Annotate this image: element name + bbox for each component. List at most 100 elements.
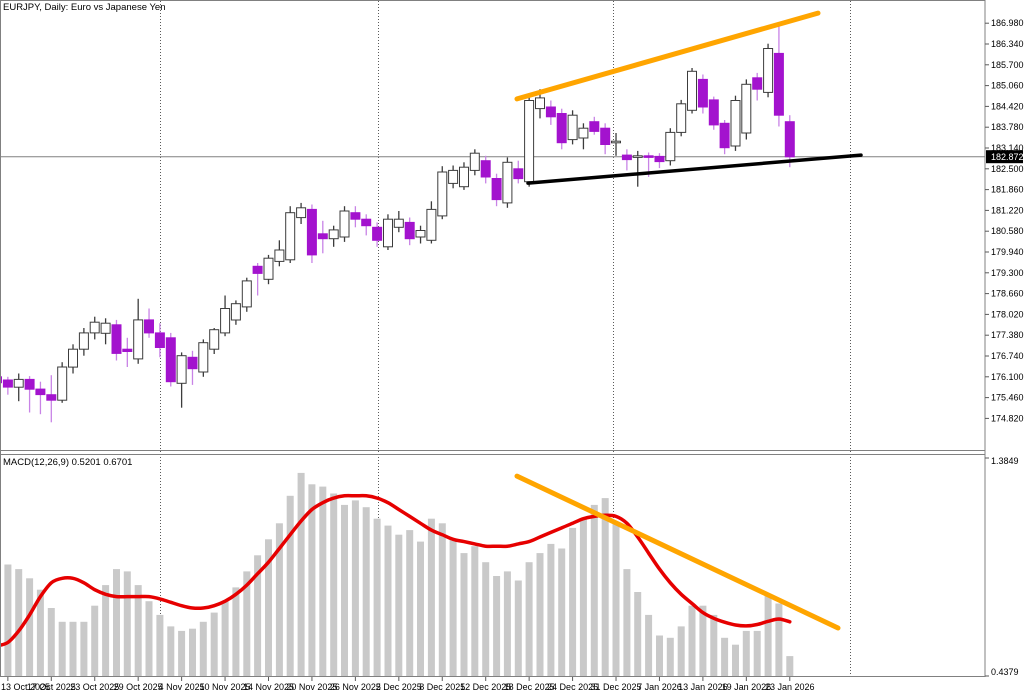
macd-panel[interactable] <box>0 454 985 676</box>
candle-bull <box>459 166 469 188</box>
candle-bull <box>393 218 404 228</box>
macd-histogram-bar <box>232 587 240 676</box>
macd-histogram-bar <box>569 527 577 676</box>
candle-bear <box>621 154 632 161</box>
macd-histogram-bar <box>482 562 490 676</box>
candle-bull <box>383 218 393 248</box>
macd-histogram-bar <box>123 571 131 676</box>
candle-bull <box>502 161 513 204</box>
candle-bull <box>285 212 296 261</box>
price-axis-label: 186.340 <box>991 39 1024 49</box>
macd-histogram-bar <box>525 562 533 676</box>
price-axis-label: 178.020 <box>991 309 1024 319</box>
macd-histogram-bar <box>645 614 653 676</box>
date-axis-label: 18 Dec 2025 <box>504 682 555 692</box>
macd-histogram-bar <box>199 621 207 676</box>
macd-axis-min-label: 0.4379 <box>991 667 1019 677</box>
price-axis-label: 174.820 <box>991 413 1024 423</box>
macd-histogram-bar <box>80 621 88 676</box>
candle-bear <box>589 121 600 132</box>
price-axis-label: 179.300 <box>991 268 1024 278</box>
macd-histogram-bar <box>297 472 305 676</box>
candle-bear <box>144 319 154 334</box>
candle-bull <box>567 114 578 141</box>
candle-bear <box>306 208 317 256</box>
macd-histogram-bar <box>656 635 663 676</box>
macd-histogram-bar <box>677 626 685 676</box>
candle-bull <box>198 342 209 373</box>
date-axis-label: 13 Oct 2025 <box>1 682 50 692</box>
candle-bear <box>697 78 708 108</box>
candle-bear <box>513 168 524 180</box>
macd-histogram-bar <box>460 553 468 676</box>
candle-bear <box>372 226 383 241</box>
candle-bull <box>296 207 307 219</box>
macd-histogram-bar <box>764 594 772 676</box>
macd-histogram-bar <box>417 541 424 676</box>
candle-bear <box>545 106 556 118</box>
candle-bear <box>491 178 502 201</box>
macd-histogram-bar <box>438 523 446 676</box>
date-axis-label: 26 Nov 2025 <box>330 682 381 692</box>
macd-histogram-bar <box>113 569 120 676</box>
macd-histogram-bar <box>26 578 34 676</box>
price-axis[interactable] <box>985 0 1024 677</box>
candle-bear <box>35 388 46 396</box>
candle-bull <box>241 280 252 308</box>
macd-histogram-bar <box>91 605 99 676</box>
price-axis-label: 183.140 <box>991 143 1024 153</box>
resistance-trendline-orange[interactable] <box>514 10 821 102</box>
macd-histogram-bar <box>254 555 262 676</box>
candle-bull <box>263 257 274 280</box>
price-axis-label: 183.780 <box>991 122 1024 132</box>
date-axis-label: 31 Dec 2025 <box>590 682 641 692</box>
price-axis-label: 181.860 <box>991 185 1024 195</box>
macd-histogram-bar <box>471 546 479 676</box>
date-axis-label: 13 Jan 2026 <box>678 682 728 692</box>
candle-bull <box>741 83 752 134</box>
macd-histogram-bar <box>406 530 414 676</box>
candle-bull <box>448 169 459 184</box>
candle-bull <box>133 319 144 360</box>
candle-bear <box>24 378 35 390</box>
macd-histogram-bar <box>167 626 175 676</box>
price-axis-label: 185.700 <box>991 60 1024 70</box>
macd-histogram-bar <box>395 534 403 676</box>
candle-bear <box>773 52 784 116</box>
time-axis[interactable] <box>0 677 1024 695</box>
macd-histogram-bar <box>775 603 783 676</box>
candle-bear <box>708 99 719 126</box>
candle-bear <box>643 155 654 158</box>
macd-histogram-bar <box>493 576 501 676</box>
macd-histogram-bar <box>601 498 609 676</box>
macd-histogram-bar <box>742 630 750 676</box>
candle-bull <box>339 210 350 238</box>
date-axis-label: 29 Oct 2025 <box>114 682 163 692</box>
macd-trendline-orange[interactable] <box>514 473 841 631</box>
candle-bear <box>480 160 491 178</box>
support-trendline-black[interactable] <box>526 153 863 185</box>
candle-bull <box>578 127 589 139</box>
macd-histogram-bar <box>210 612 218 676</box>
price-chart-panel[interactable] <box>0 0 985 450</box>
macd-histogram-bar <box>373 518 381 676</box>
candle-bear <box>654 155 665 163</box>
macd-histogram-bar <box>189 628 196 676</box>
date-axis-label: 17 Oct 2025 <box>27 682 76 692</box>
candle-bear <box>600 127 611 145</box>
price-axis-label: 175.460 <box>991 393 1024 403</box>
price-axis-label: 180.580 <box>991 226 1024 236</box>
macd-histogram-bar <box>319 486 327 676</box>
date-axis-label: 2 Dec 2025 <box>376 682 422 692</box>
date-axis-label: 4 Nov 2025 <box>159 682 205 692</box>
candle-bear <box>317 233 328 240</box>
candle-bear <box>752 77 763 90</box>
date-axis-label: 23 Oct 2025 <box>70 682 119 692</box>
macd-histogram-bar <box>145 601 153 676</box>
candle-bull <box>730 100 741 147</box>
candle-bear <box>122 348 133 353</box>
candle-bull <box>611 140 621 144</box>
price-axis-label: 182.500 <box>991 164 1024 174</box>
macd-histogram-bar <box>503 571 511 676</box>
